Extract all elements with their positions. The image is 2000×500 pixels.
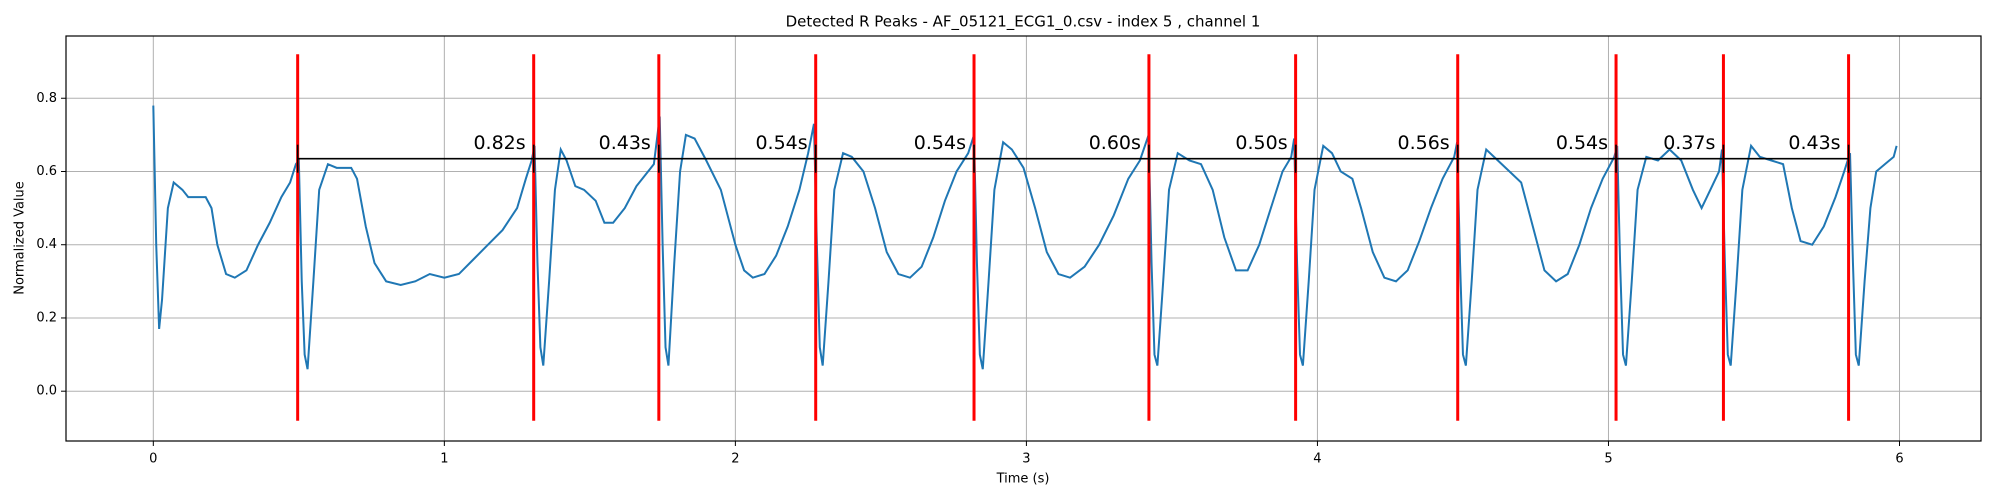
rr-interval-label: 0.56s — [1398, 132, 1450, 154]
x-tick-label: 1 — [440, 452, 448, 467]
y-tick-label: 0.2 — [36, 310, 57, 325]
rr-interval-label: 0.82s — [473, 132, 525, 154]
x-axis-label: Time (s) — [996, 472, 1050, 487]
rr-interval-label: 0.43s — [599, 132, 651, 154]
rr-interval-label: 0.50s — [1235, 132, 1287, 154]
rr-interval-label: 0.60s — [1089, 132, 1141, 154]
signal-line — [152, 105, 1898, 370]
x-tick-label: 2 — [731, 452, 739, 467]
x-tick-label: 0 — [149, 452, 157, 467]
y-tick-label: 0.4 — [36, 237, 57, 252]
y-tick-label: 0.0 — [36, 384, 57, 399]
y-axis-label: Normalized Value — [13, 181, 28, 295]
rr-interval-label: 0.54s — [755, 132, 807, 154]
x-tick-label: 6 — [1895, 452, 1903, 467]
rr-interval-label: 0.54s — [914, 132, 966, 154]
plot-frame — [65, 35, 1982, 442]
x-tick-label: 3 — [1022, 452, 1030, 467]
rr-interval-label: 0.37s — [1663, 132, 1715, 154]
rr-interval-label: 0.54s — [1556, 132, 1608, 154]
chart-title: Detected R Peaks - AF_05121_ECG1_0.csv -… — [786, 13, 1261, 32]
rr-interval-label: 0.43s — [1788, 132, 1840, 154]
x-tick-label: 4 — [1313, 452, 1321, 467]
y-tick-label: 0.8 — [36, 91, 57, 106]
x-tick-label: 5 — [1604, 452, 1612, 467]
y-tick-label: 0.6 — [36, 164, 57, 179]
